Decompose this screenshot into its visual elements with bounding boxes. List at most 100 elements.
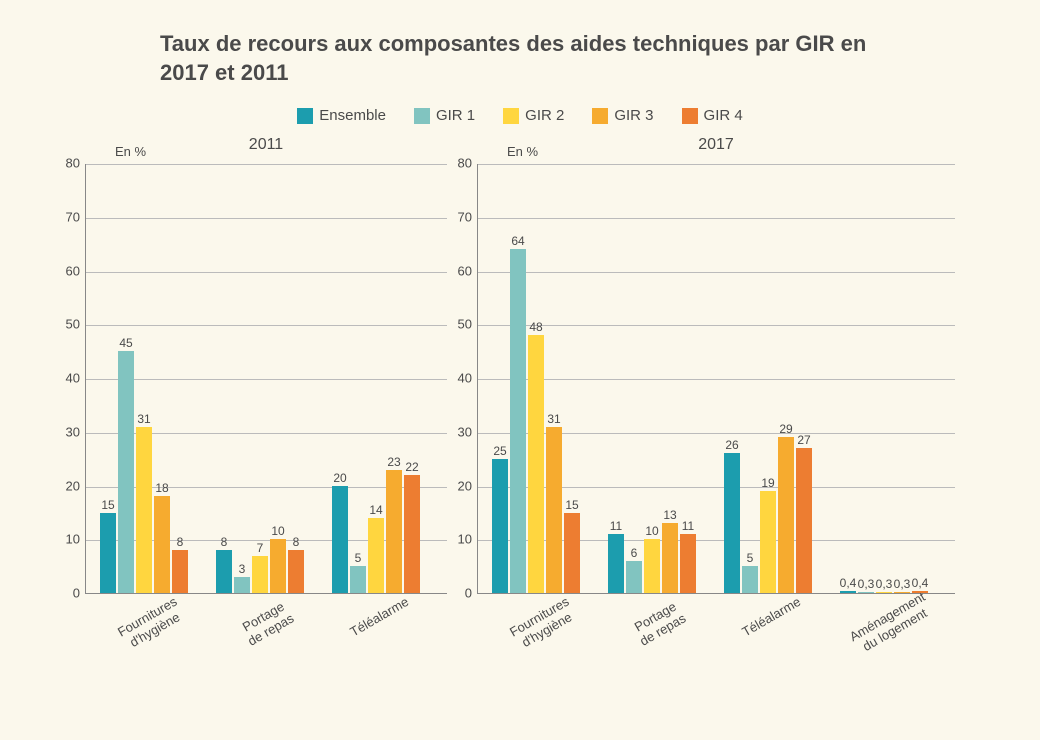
- bar: 18: [154, 496, 170, 593]
- bar: 0,3: [894, 592, 910, 594]
- bar: 25: [492, 459, 508, 593]
- bar-value-label: 18: [155, 481, 168, 495]
- y-tick: 20: [66, 478, 80, 493]
- bar-value-label: 14: [369, 503, 382, 517]
- legend-swatch: [592, 108, 608, 124]
- bar: 27: [796, 448, 812, 593]
- bar: 31: [136, 427, 152, 594]
- legend-label: GIR 4: [704, 107, 743, 124]
- bar-value-label: 7: [257, 541, 264, 555]
- bar: 48: [528, 335, 544, 593]
- y-axis-label: En %: [507, 144, 538, 159]
- category-label: Téléalarme: [348, 595, 412, 640]
- bar-value-label: 31: [137, 412, 150, 426]
- y-tick: 50: [66, 317, 80, 332]
- bar-value-label: 0,3: [876, 577, 893, 591]
- bar-value-label: 26: [725, 438, 738, 452]
- legend-item: Ensemble: [297, 107, 386, 124]
- bar: 6: [626, 561, 642, 593]
- bar-value-label: 8: [177, 535, 184, 549]
- bar: 22: [404, 475, 420, 593]
- bar: 5: [350, 566, 366, 593]
- y-tick: 10: [66, 532, 80, 547]
- y-tick: 10: [458, 532, 472, 547]
- plot-area: 0102030405060708015453118883710820514232…: [85, 164, 447, 594]
- y-tick: 20: [458, 478, 472, 493]
- chart-title: Taux de recours aux composantes des aide…: [160, 30, 880, 87]
- bar-value-label: 29: [779, 422, 792, 436]
- panel-year-label: 2011: [249, 136, 283, 154]
- bar-value-label: 27: [797, 433, 810, 447]
- bar-value-label: 6: [631, 546, 638, 560]
- bar: 64: [510, 249, 526, 593]
- chart-panel: 2017En %01020304050607080256448311511610…: [477, 144, 955, 594]
- bar: 8: [172, 550, 188, 593]
- y-tick: 60: [458, 263, 472, 278]
- bar: 0,3: [858, 592, 874, 594]
- bar: 29: [778, 437, 794, 593]
- y-tick: 40: [66, 371, 80, 386]
- bar: 31: [546, 427, 562, 594]
- y-tick: 40: [458, 371, 472, 386]
- bar-value-label: 25: [493, 444, 506, 458]
- bar-value-label: 3: [239, 562, 246, 576]
- bar: 14: [368, 518, 384, 593]
- bar-value-label: 64: [511, 234, 524, 248]
- bar-value-label: 10: [271, 524, 284, 538]
- chart-panel: 2011En %01020304050607080154531188837108…: [85, 144, 447, 594]
- legend-swatch: [297, 108, 313, 124]
- bar-value-label: 8: [293, 535, 300, 549]
- y-tick: 30: [458, 424, 472, 439]
- bar-value-label: 31: [547, 412, 560, 426]
- y-tick: 0: [73, 586, 80, 601]
- y-tick: 60: [66, 263, 80, 278]
- legend-swatch: [682, 108, 698, 124]
- category-label: Portagede repas: [238, 599, 297, 650]
- bar: 13: [662, 523, 678, 593]
- y-tick: 30: [66, 424, 80, 439]
- bar-value-label: 0,4: [840, 576, 857, 590]
- y-tick: 50: [458, 317, 472, 332]
- legend-label: GIR 3: [614, 107, 653, 124]
- chart-panels: 2011En %01020304050607080154531188837108…: [40, 144, 1000, 594]
- bar-value-label: 22: [405, 460, 418, 474]
- bar-value-label: 19: [761, 476, 774, 490]
- bars-layer: 25644831151161013112651929270,40,30,30,3…: [478, 164, 955, 593]
- bar-value-label: 15: [565, 498, 578, 512]
- bar: 10: [644, 539, 660, 593]
- bar-value-label: 5: [747, 551, 754, 565]
- y-axis-label: En %: [115, 144, 146, 159]
- legend-swatch: [414, 108, 430, 124]
- y-tick: 0: [465, 586, 472, 601]
- bar-value-label: 0,3: [858, 577, 875, 591]
- bar: 7: [252, 556, 268, 594]
- category-label: Téléalarme: [740, 595, 804, 640]
- bar: 11: [608, 534, 624, 593]
- bars-layer: 154531188837108205142322: [86, 164, 447, 593]
- plot-area: 0102030405060708025644831151161013112651…: [477, 164, 955, 594]
- bar-value-label: 10: [645, 524, 658, 538]
- panel-year-label: 2017: [698, 136, 734, 154]
- category-label: Portagede repas: [630, 599, 689, 650]
- bar: 26: [724, 453, 740, 593]
- bar-value-label: 15: [101, 498, 114, 512]
- bar-value-label: 5: [355, 551, 362, 565]
- y-tick: 80: [66, 156, 80, 171]
- bar-value-label: 20: [333, 471, 346, 485]
- bar: 19: [760, 491, 776, 593]
- legend-item: GIR 2: [503, 107, 564, 124]
- category-label: Fournituresd'hygiène: [508, 595, 580, 654]
- legend-item: GIR 4: [682, 107, 743, 124]
- bar: 45: [118, 351, 134, 593]
- legend-item: GIR 3: [592, 107, 653, 124]
- bar: 8: [216, 550, 232, 593]
- legend-label: GIR 1: [436, 107, 475, 124]
- bar-value-label: 11: [682, 519, 694, 533]
- category-label: Aménagementdu logement: [847, 590, 935, 658]
- bar: 11: [680, 534, 696, 593]
- bar: 15: [564, 513, 580, 594]
- bar-value-label: 23: [387, 455, 400, 469]
- legend-item: GIR 1: [414, 107, 475, 124]
- bar-value-label: 11: [610, 519, 622, 533]
- bar: 0,4: [840, 591, 856, 593]
